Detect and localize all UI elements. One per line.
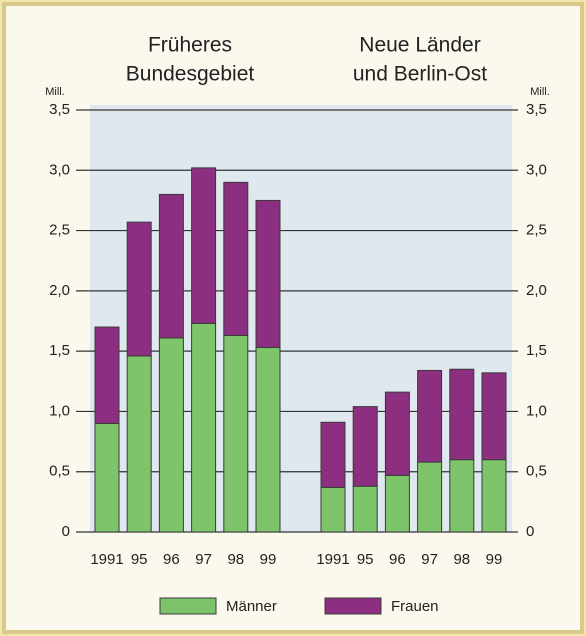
bar-segment <box>352 485 378 533</box>
bar-segment <box>384 474 410 533</box>
bar-segment <box>223 181 249 336</box>
y2-tick-label: 1,5 <box>526 342 547 359</box>
bar-segment <box>126 355 152 533</box>
bar-segment <box>481 372 507 461</box>
bar-segment <box>191 322 217 533</box>
legend-swatch <box>324 597 382 615</box>
panel-title: Bundesgebiet <box>126 63 255 86</box>
bar-segment <box>94 422 120 533</box>
x-tick-label: 95 <box>357 551 374 568</box>
y-tick-label: 0,5 <box>49 463 70 480</box>
bar-segment <box>255 347 281 533</box>
bar-segment <box>158 337 184 533</box>
x-tick-label: 99 <box>486 551 503 568</box>
y-tick-label: 2,0 <box>49 282 70 299</box>
bar-segment <box>417 369 443 463</box>
y2-tick-label: 3,5 <box>526 101 547 118</box>
y2-tick-label: 0 <box>526 523 534 540</box>
y2-axis-unit: Mill. <box>530 86 550 98</box>
bar-segment <box>384 391 410 476</box>
bar-segment <box>223 334 249 533</box>
y-tick-label: 3,0 <box>49 161 70 178</box>
bar-segment <box>255 199 281 349</box>
bar-segment <box>449 368 475 461</box>
x-tick-label: 96 <box>389 551 406 568</box>
x-tick-label: 99 <box>260 551 277 568</box>
bar-segment <box>94 326 120 424</box>
x-tick-label: 95 <box>131 551 148 568</box>
x-tick-label: 98 <box>453 551 470 568</box>
x-tick-label: 97 <box>195 551 212 568</box>
plot-area <box>90 105 512 532</box>
y2-tick-label: 1,0 <box>526 402 547 419</box>
bar-segment <box>481 459 507 533</box>
bar-segment <box>352 406 378 487</box>
bar-segment <box>417 461 443 533</box>
bar-segment <box>320 421 346 488</box>
bar-segment <box>126 221 152 357</box>
y-tick-label: 0 <box>62 523 70 540</box>
legend-swatch <box>159 597 217 615</box>
panel-title: Früheres <box>148 34 232 57</box>
x-tick-label: 1991 <box>90 551 123 568</box>
y-tick-label: 3,5 <box>49 101 70 118</box>
bar-segment <box>320 486 346 533</box>
y2-tick-label: 2,0 <box>526 282 547 299</box>
x-tick-label: 98 <box>227 551 244 568</box>
x-tick-label: 1991 <box>316 551 349 568</box>
panel-title: Neue Länder <box>359 34 480 57</box>
y-axis-unit: Mill. <box>45 86 65 98</box>
panel-title: und Berlin-Ost <box>353 63 487 86</box>
x-tick-label: 97 <box>421 551 438 568</box>
y-tick-label: 2,5 <box>49 222 70 239</box>
bar-segment <box>191 167 217 324</box>
legend-label: Frauen <box>391 598 439 615</box>
legend-label: Männer <box>226 598 277 615</box>
y-tick-label: 1,0 <box>49 402 70 419</box>
y2-tick-label: 0,5 <box>526 463 547 480</box>
y2-tick-label: 3,0 <box>526 161 547 178</box>
bar-segment <box>449 459 475 533</box>
y2-tick-label: 2,5 <box>526 222 547 239</box>
bar-segment <box>158 193 184 339</box>
y-tick-label: 1,5 <box>49 342 70 359</box>
x-tick-label: 96 <box>163 551 180 568</box>
